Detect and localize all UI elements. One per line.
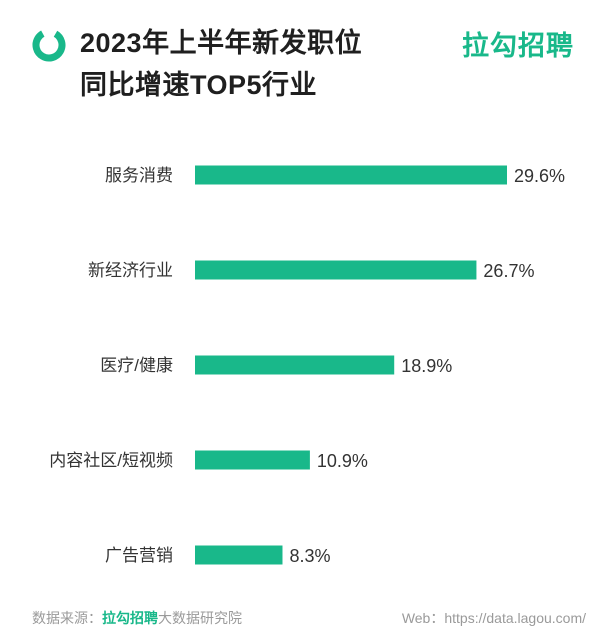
category-label: 新经济行业	[88, 261, 173, 280]
value-label: 10.9%	[317, 451, 368, 471]
web-url: https://data.lagou.com/	[444, 610, 586, 626]
value-label: 29.6%	[514, 166, 565, 186]
source-suffix: 大数据研究院	[158, 610, 242, 626]
value-label: 8.3%	[289, 546, 330, 566]
bar-chart: 服务消费 29.6% 新经济行业 26.7% 医疗/健康 18.9% 内容社区/短视频 10.…	[49, 165, 565, 566]
category-label: 服务消费	[105, 166, 173, 185]
source-prefix: 数据来源：	[32, 610, 102, 626]
footer: 数据来源：拉勾招聘大数据研究院 Web：https://data.lagou.c…	[22, 608, 586, 630]
title-line-2: 同比增速TOP5行业	[80, 70, 318, 100]
page-title: 2023年上半年新发职位 同比增速TOP5行业	[80, 22, 362, 106]
bar	[195, 165, 507, 185]
value-label: 26.7%	[483, 261, 534, 281]
bar	[195, 545, 283, 565]
web-label: Web：	[401, 610, 445, 626]
category-label: 广告营销	[105, 546, 173, 565]
source-brand: 拉勾招聘	[102, 610, 158, 626]
data-source: 数据来源：拉勾招聘大数据研究院	[32, 608, 242, 628]
brand-logo-text: 拉勾招聘	[462, 31, 574, 61]
bar	[195, 450, 310, 470]
lagou-logo-icon	[32, 28, 66, 62]
category-label: 内容社区/短视频	[49, 451, 173, 470]
bar	[195, 355, 395, 375]
bar	[195, 260, 477, 280]
value-label: 18.9%	[401, 356, 452, 376]
title-line-1: 2023年上半年新发职位	[80, 28, 363, 58]
category-label: 医疗/健康	[100, 356, 173, 375]
website: Web：https://data.lagou.com/	[402, 608, 586, 628]
